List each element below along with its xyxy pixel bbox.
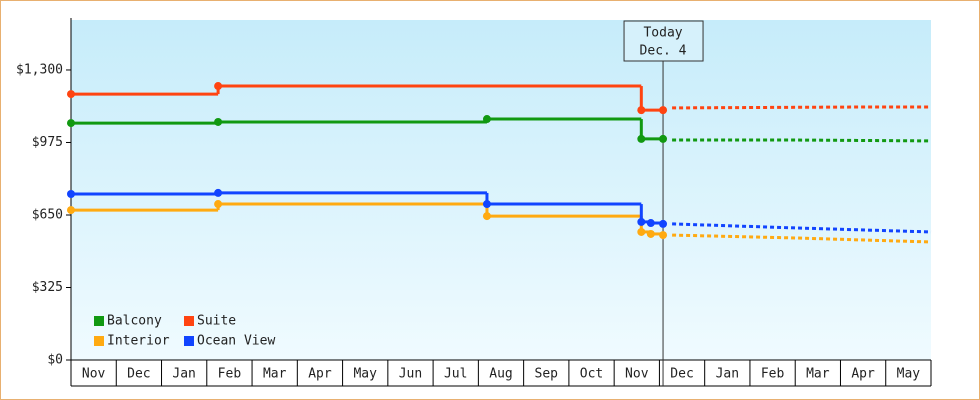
price-point bbox=[67, 90, 75, 99]
price-point bbox=[482, 115, 491, 124]
x-tick-label: Oct bbox=[580, 367, 603, 382]
legend-label: Balcony bbox=[107, 314, 162, 329]
x-tick-label: Mar bbox=[263, 367, 287, 382]
y-tick-label: $650 bbox=[32, 207, 63, 222]
price-point bbox=[482, 200, 491, 209]
price-point bbox=[659, 134, 668, 143]
price-point bbox=[637, 134, 646, 143]
price-point bbox=[214, 188, 223, 197]
x-tick-label: Apr bbox=[851, 367, 875, 382]
today-label: Dec. 4 bbox=[640, 44, 687, 59]
price-point bbox=[646, 219, 655, 228]
price-point bbox=[637, 106, 646, 115]
x-tick-label: Mar bbox=[806, 367, 830, 382]
x-tick-label: Nov bbox=[625, 367, 649, 382]
price-point bbox=[659, 231, 668, 240]
legend-label: Ocean View bbox=[197, 334, 275, 349]
x-tick-label: Feb bbox=[218, 367, 242, 382]
x-tick-label: Feb bbox=[761, 367, 785, 382]
x-tick-label: Jan bbox=[716, 367, 739, 382]
x-tick-label: Apr bbox=[308, 367, 332, 382]
legend-swatch bbox=[94, 336, 104, 346]
price-point bbox=[659, 219, 668, 228]
price-point bbox=[637, 227, 646, 236]
price-point bbox=[659, 106, 668, 115]
x-tick-label: Sep bbox=[535, 367, 559, 382]
x-tick-label: Jun bbox=[399, 367, 422, 382]
price-point bbox=[214, 117, 223, 126]
legend-swatch bbox=[94, 316, 104, 326]
price-point bbox=[67, 119, 75, 128]
today-label: Today bbox=[643, 26, 682, 41]
price-point bbox=[214, 82, 223, 91]
y-tick-label: $975 bbox=[32, 135, 63, 150]
x-tick-label: Dec bbox=[127, 367, 150, 382]
x-tick-label: Jan bbox=[172, 367, 195, 382]
legend-swatch bbox=[184, 336, 194, 346]
price-point bbox=[637, 217, 646, 226]
x-tick-label: May bbox=[353, 367, 377, 382]
price-point bbox=[67, 190, 75, 199]
x-tick-label: May bbox=[897, 367, 921, 382]
today-box bbox=[623, 20, 704, 62]
price-point bbox=[67, 206, 75, 215]
x-tick-label: Aug bbox=[489, 367, 512, 382]
plot-background bbox=[71, 20, 931, 360]
forecast-line bbox=[672, 222, 932, 234]
price-point bbox=[646, 229, 655, 238]
y-tick-label: $0 bbox=[47, 353, 63, 368]
forecast-line bbox=[672, 233, 932, 244]
price-point bbox=[482, 212, 491, 221]
forecast-line bbox=[672, 105, 931, 110]
x-tick-label: Nov bbox=[82, 367, 106, 382]
y-tick-label: $325 bbox=[32, 280, 63, 295]
legend-swatch bbox=[184, 316, 194, 326]
y-tick-label: $1,300 bbox=[16, 62, 63, 77]
x-tick-label: Jul bbox=[444, 367, 467, 382]
forecast-line bbox=[672, 138, 932, 143]
legend-label: Interior bbox=[107, 334, 170, 349]
price-point bbox=[214, 200, 223, 209]
legend-label: Suite bbox=[197, 314, 236, 329]
x-tick-label: Dec bbox=[670, 367, 693, 382]
